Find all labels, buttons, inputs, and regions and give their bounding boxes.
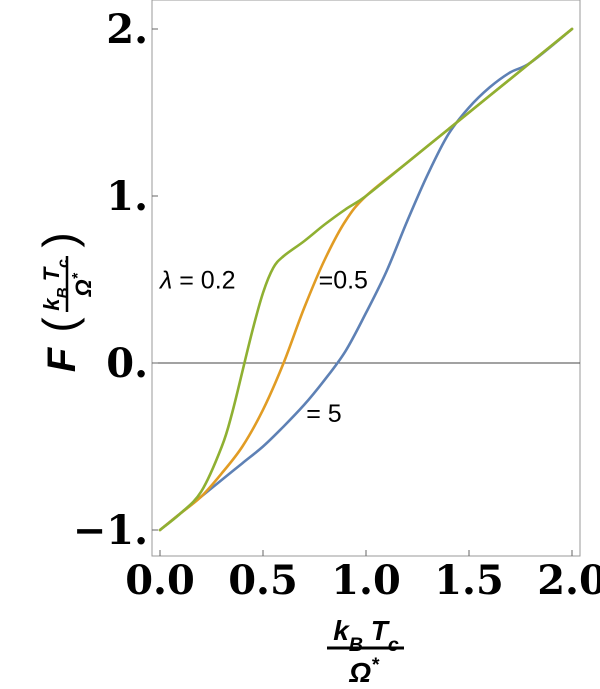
x-tick-label: 0.0 (125, 557, 195, 604)
y-tick-label: −1. (73, 507, 148, 554)
y-axis-label: F ( kB Tc Ω* ) (33, 232, 96, 372)
x-tick-label: 1.5 (434, 557, 504, 604)
x-tick-label: 2.0 (537, 557, 600, 604)
y-tick-label: 1. (106, 173, 148, 220)
x-axis-label: kB Tc Ω* (327, 615, 404, 688)
y-tick-label: 0. (106, 340, 148, 387)
x-tick-label: 1.0 (331, 557, 401, 604)
curve-annotation: = 5 (306, 400, 341, 428)
x-tick-label: 0.5 (228, 557, 298, 604)
y-axis-label-function: F (40, 346, 84, 372)
curve-annotation: =0.5 (319, 267, 368, 295)
y-axis-label-denominator: Ω* (70, 272, 97, 297)
y-axis-label-rparen: ) (33, 232, 85, 247)
series-line-3 (158, 27, 574, 532)
y-axis-label-numerator: kB Tc (39, 259, 72, 311)
curve-annotation: λ = 0.2 (158, 267, 236, 295)
y-tick-label: 2. (106, 6, 148, 53)
series-line-1 (158, 27, 574, 532)
y-axis-label-lparen: ( (33, 317, 85, 333)
x-axis-label-denominator: Ω* (348, 654, 380, 688)
x-axis-label-numerator: kB Tc (333, 615, 399, 656)
